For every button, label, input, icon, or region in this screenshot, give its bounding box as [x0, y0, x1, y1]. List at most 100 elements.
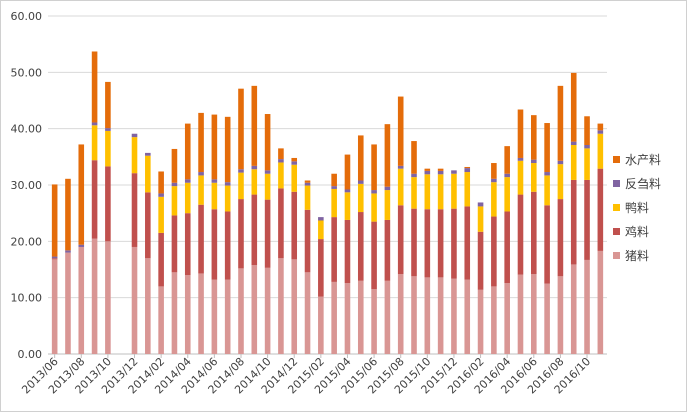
- bar-segment: [504, 283, 510, 354]
- bar-segment: [517, 194, 524, 275]
- bar-segment: [344, 154, 351, 190]
- bar-segment: [304, 209, 311, 273]
- bar-stack: [78, 144, 85, 354]
- bar-segment: [291, 191, 298, 260]
- bar-segment: [238, 199, 244, 269]
- bar-stack: [251, 85, 258, 354]
- bar-segment: [584, 179, 590, 260]
- bar-segment: [251, 264, 258, 354]
- bar-stack: [570, 72, 577, 354]
- y-tick-label: 10.00: [11, 292, 43, 305]
- bar-segment: [597, 123, 604, 131]
- bar-segment: [318, 239, 324, 297]
- bar-stack: [451, 170, 457, 354]
- bar-segment: [251, 169, 258, 195]
- bar-segment: [464, 279, 471, 354]
- bar-segment: [597, 133, 604, 169]
- bar-segment: [65, 250, 71, 253]
- bar-segment: [437, 209, 444, 278]
- legend-item: 鸭料: [613, 201, 649, 215]
- legend-label: 鸭料: [625, 201, 649, 215]
- bar-segment: [557, 160, 564, 165]
- bar-stack: [51, 184, 58, 354]
- bar-segment: [344, 192, 351, 220]
- bar-segment: [331, 173, 337, 187]
- bar-segment: [264, 114, 271, 171]
- bar-segment: [517, 274, 524, 354]
- bar-segment: [437, 170, 444, 175]
- y-tick-label: 30.00: [11, 179, 43, 192]
- bar-segment: [504, 177, 510, 212]
- bar-stack: [171, 148, 178, 354]
- bar-segment: [78, 246, 85, 354]
- bar-stack: [331, 173, 337, 354]
- gridlines: [48, 15, 607, 355]
- bar-stack: [198, 112, 204, 354]
- bar-segment: [424, 209, 431, 278]
- bar-segment: [105, 81, 111, 129]
- bar-segment: [570, 72, 577, 142]
- bar-segment: [544, 205, 550, 284]
- bar-segment: [51, 184, 58, 257]
- bar-segment: [424, 170, 431, 175]
- bar-segment: [264, 170, 271, 174]
- bar-stack: [145, 152, 151, 354]
- bar-segment: [371, 190, 377, 194]
- bar-segment: [211, 209, 218, 280]
- bar-segment: [51, 259, 58, 354]
- bar-stack: [584, 116, 590, 354]
- bar-segment: [477, 289, 484, 354]
- bar-segment: [171, 215, 178, 273]
- bar-stack: [184, 123, 191, 354]
- bar-segment: [464, 206, 471, 280]
- bar-segment: [491, 178, 497, 183]
- bar-segment: [304, 185, 311, 210]
- bar-segment: [184, 213, 191, 276]
- bar-segment: [278, 148, 284, 160]
- bar-segment: [198, 204, 204, 274]
- bar-segment: [570, 145, 577, 180]
- bar-segment: [278, 162, 284, 189]
- bar-segment: [371, 289, 377, 354]
- bar-segment: [357, 135, 364, 181]
- bar-segment: [357, 280, 364, 354]
- bar-segment: [544, 172, 550, 176]
- bar-segment: [451, 208, 457, 279]
- bar-segment: [344, 189, 351, 193]
- bar-segment: [251, 165, 258, 170]
- bar-segment: [384, 219, 391, 281]
- bar-segment: [278, 258, 284, 354]
- bar-segment: [211, 182, 218, 210]
- bar-segment: [397, 165, 404, 169]
- bar-segment: [184, 182, 191, 214]
- bar-segment: [597, 250, 604, 354]
- bar-segment: [51, 258, 58, 260]
- bar-segment: [531, 163, 537, 192]
- bar-segment: [145, 155, 151, 193]
- bar-segment: [158, 171, 164, 194]
- bar-segment: [251, 194, 258, 265]
- bar-segment: [264, 267, 271, 354]
- bar-segment: [491, 163, 497, 179]
- bar-stack: [318, 217, 324, 354]
- bar-segment: [557, 164, 564, 200]
- bar-segment: [424, 168, 431, 171]
- bar-stack: [158, 171, 164, 354]
- bar-segment: [91, 160, 98, 239]
- bar-segment: [397, 274, 404, 354]
- bar-segment: [238, 88, 244, 170]
- legend-item: 水产料: [613, 153, 661, 167]
- bar-segment: [331, 186, 337, 189]
- bar-segment: [171, 272, 178, 354]
- bar-segment: [517, 160, 524, 195]
- bar-segment: [198, 273, 204, 354]
- bar-segment: [224, 211, 231, 280]
- bar-stack: [211, 114, 218, 354]
- bar-stack: [91, 51, 98, 354]
- bar-segment: [291, 157, 298, 162]
- bar-segment: [65, 178, 71, 251]
- bars: [51, 51, 604, 354]
- bar-segment: [171, 186, 178, 216]
- bar-segment: [264, 199, 271, 268]
